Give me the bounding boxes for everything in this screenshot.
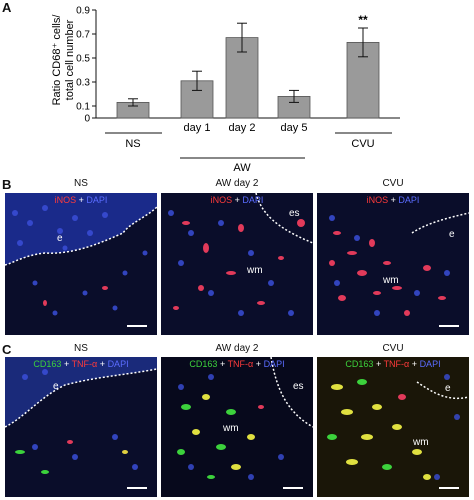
y-tick-label: 0.9 [76,6,90,17]
micrograph-c-aw-day2: CD163 + TNF-α + DAPI es wm [161,357,313,497]
stain-plus: + [411,359,418,369]
stain-marker-cd163: CD163 [189,359,218,369]
ns-group-label: NS [125,138,140,150]
y-tick-label: 0.1 [76,102,90,113]
micrograph-b-aw-day2: iNOS + DAPI es wm [161,193,313,335]
scale-bar [283,487,303,489]
micrograph-b-ns: iNOS + DAPI e [5,193,157,335]
aw-group-label: AW [233,162,251,174]
panel-letter-c: C [2,342,12,357]
panel-b-title-ns: NS [74,178,88,189]
stain-marker-tnf: TNF-α [227,359,254,369]
scale-bar [127,487,147,489]
cvu-group-label: CVU [351,138,374,150]
panel-c-title-cvu: CVU [382,343,404,354]
stain-dapi: DAPI [86,195,108,205]
scale-bar [439,325,459,327]
stain-marker-cd163: CD163 [345,359,374,369]
x-tick-label: day 1 [184,122,211,134]
panel-b-title-cvu: CVU [382,178,404,189]
y-tick-label: 0.7 [76,30,90,41]
stain-plus: + [390,195,396,205]
stain-dapi: DAPI [419,359,441,369]
panel-b-title-aw: AW day 2 [215,178,259,189]
region-label-e: e [445,383,451,394]
stain-plus: + [63,359,70,369]
stain-plus: + [78,195,84,205]
panel-c-title-aw: AW day 2 [215,343,259,354]
scale-bar [439,487,459,489]
significance-marker: ** [358,13,368,27]
micrograph-c-cvu: CD163 + TNF-α + DAPI e wm [317,357,469,497]
panel-letter-a: A [2,0,12,15]
stain-marker-inos: iNOS [210,195,233,205]
x-tick-label: day 2 [229,122,256,134]
y-axis-label-line1: Ratio CD68⁺ cells/ [51,14,63,106]
y-tick-label: 0.5 [76,54,90,65]
region-label-e: e [449,229,455,240]
panel-c-title-ns: NS [74,343,88,354]
y-axis-label-line2: total cell number [64,19,76,100]
x-axis-labels: day 1 day 2 day 5 [184,122,308,134]
region-label-wm: wm [247,265,263,276]
scale-bar [127,325,147,327]
panel-letter-b: B [2,177,12,192]
stain-dapi: DAPI [398,195,420,205]
stain-plus: + [99,359,106,369]
region-label-e: e [53,381,59,392]
region-label-wm: wm [413,437,429,448]
stain-marker-tnf: TNF-α [383,359,410,369]
region-label-es: es [293,381,304,392]
micrograph-c-ns: CD163 + TNF-α + DAPI e [5,357,157,497]
stain-marker-cd163: CD163 [33,359,62,369]
stain-plus: + [375,359,382,369]
stain-marker-inos: iNOS [366,195,389,205]
y-tick-label: 0 [84,114,90,125]
stain-plus: + [234,195,240,205]
stain-plus: + [219,359,226,369]
micrograph-b-cvu: iNOS + DAPI e wm [317,193,469,335]
region-label-wm: wm [223,423,239,434]
bar-series: ** [116,13,380,119]
region-label-wm: wm [383,275,399,286]
stain-plus: + [255,359,262,369]
stain-dapi: DAPI [263,359,285,369]
region-label-e: e [57,233,63,244]
stain-dapi: DAPI [242,195,264,205]
region-label-es: es [289,208,300,219]
y-tick-label: 0.3 [76,78,90,89]
stain-dapi: DAPI [107,359,129,369]
stain-marker-tnf: TNF-α [71,359,98,369]
stain-marker-inos: iNOS [54,195,77,205]
x-tick-label: day 5 [281,122,308,134]
bar-chart: 00.1 0.3 0.5 0.7 0.9 ** day 1 day 2 day 5 Rati… [51,6,400,174]
